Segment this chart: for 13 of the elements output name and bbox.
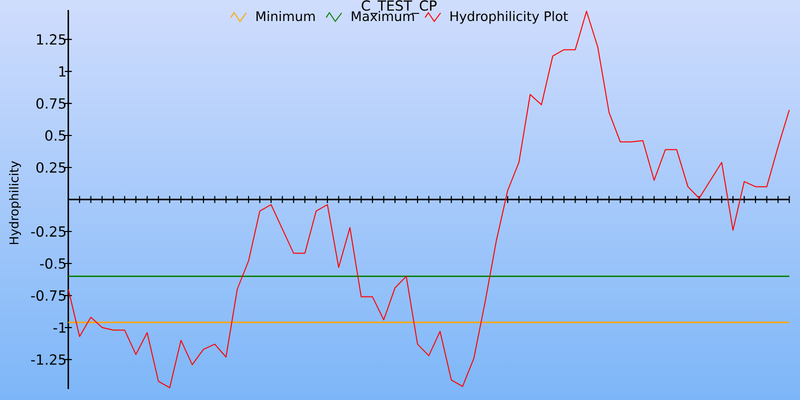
- y-tick-label: 0.25: [36, 162, 66, 173]
- y-tick-label: -1.25: [31, 354, 66, 365]
- y-tick-label: -0.75: [31, 290, 66, 301]
- y-tick-label: -1: [53, 322, 66, 333]
- y-tick-label: 1: [59, 66, 66, 77]
- legend-label: Minimum: [256, 11, 315, 22]
- legend-label: Hydrophilicity Plot: [450, 11, 568, 24]
- y-tick-label: -0.25: [31, 226, 66, 237]
- y-tick-label: 0.5: [45, 130, 66, 141]
- y-axis-title: Hydrophilicity: [9, 161, 21, 244]
- y-tick-label: 1.25: [37, 34, 66, 45]
- y-tick-label: -0.5: [40, 258, 66, 269]
- y-tick-label: 0.75: [36, 98, 66, 109]
